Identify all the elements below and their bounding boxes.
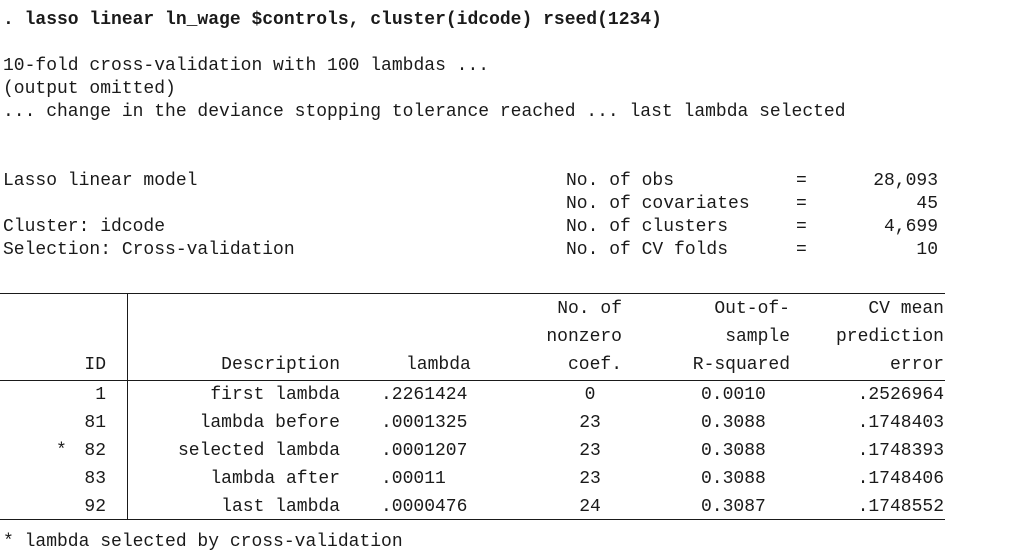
row-lambda: .0001207 [381, 441, 468, 461]
header-id: ID [84, 355, 106, 375]
stat-eq-cv-folds: = [796, 240, 807, 260]
stat-value-covariates: 45 [916, 194, 938, 214]
header-rsq-1: Out-of- [714, 299, 790, 319]
row-lambda: .0001325 [381, 413, 468, 433]
row-description: first lambda [210, 385, 340, 405]
row-lambda: .00011 [381, 469, 446, 489]
row-id: 92 [84, 497, 106, 517]
row-id: 82 [84, 441, 106, 461]
stat-label-obs: No. of obs [566, 171, 675, 191]
row-rsq: 0.0010 [701, 385, 766, 405]
row-nonzero: 0 [584, 385, 596, 405]
log-line-tolerance: ... change in the deviance stopping tole… [3, 102, 846, 122]
row-rsq: 0.3087 [701, 497, 766, 517]
row-description: lambda before [199, 413, 340, 433]
header-cv-3: error [889, 355, 944, 375]
row-cv: .1748393 [857, 441, 944, 461]
model-cluster: Cluster: idcode [3, 217, 166, 237]
model-title: Lasso linear model [3, 171, 198, 191]
model-selection: Selection: Cross-validation [3, 240, 295, 260]
header-nonzero-1: No. of [557, 299, 622, 319]
row-id: 1 [95, 385, 106, 405]
row-marker: * [56, 441, 67, 461]
header-cv-1: CV mean [868, 299, 944, 319]
header-description: Description [221, 355, 340, 375]
stat-value-clusters: 4,699 [883, 217, 938, 237]
table-header-rule [0, 380, 945, 381]
row-lambda: .2261424 [381, 385, 468, 405]
header-cv-2: prediction [835, 327, 944, 347]
stat-label-covariates: No. of covariates [566, 194, 750, 214]
header-nonzero-2: nonzero [546, 327, 622, 347]
header-rsq-3: R-squared [692, 355, 790, 375]
row-id: 83 [84, 469, 106, 489]
stat-value-cv-folds: 10 [916, 240, 938, 260]
row-rsq: 0.3088 [701, 469, 766, 489]
stat-label-clusters: No. of clusters [566, 217, 729, 237]
table-top-rule [0, 293, 945, 294]
command-line: . lasso linear ln_wage $controls, cluste… [3, 10, 662, 30]
row-lambda: .0000476 [381, 497, 468, 517]
row-cv: .1748403 [857, 413, 944, 433]
stat-value-obs: 28,093 [873, 171, 938, 191]
row-id: 81 [84, 413, 106, 433]
row-rsq: 0.3088 [701, 413, 766, 433]
stat-eq-obs: = [796, 171, 807, 191]
row-cv: .1748406 [857, 469, 944, 489]
header-rsq-2: sample [725, 327, 790, 347]
row-nonzero: 24 [579, 497, 601, 517]
row-cv: .2526964 [857, 385, 944, 405]
footnote: * lambda selected by cross-validation [3, 532, 403, 552]
row-nonzero: 23 [579, 469, 601, 489]
log-line-cv: 10-fold cross-validation with 100 lambda… [3, 56, 490, 76]
row-nonzero: 23 [579, 441, 601, 461]
row-description: selected lambda [177, 441, 340, 461]
stat-label-cv-folds: No. of CV folds [566, 240, 729, 260]
header-lambda: lambda [406, 355, 471, 375]
row-cv: .1748552 [857, 497, 944, 517]
stat-eq-clusters: = [796, 217, 807, 237]
row-description: last lambda [221, 497, 340, 517]
table-bottom-rule [0, 519, 945, 520]
stat-eq-covariates: = [796, 194, 807, 214]
log-line-omitted: (output omitted) [3, 79, 176, 99]
header-nonzero-3: coef. [567, 355, 622, 375]
row-description: lambda after [210, 469, 340, 489]
row-nonzero: 23 [579, 413, 601, 433]
table-id-divider [127, 293, 128, 520]
row-rsq: 0.3088 [701, 441, 766, 461]
